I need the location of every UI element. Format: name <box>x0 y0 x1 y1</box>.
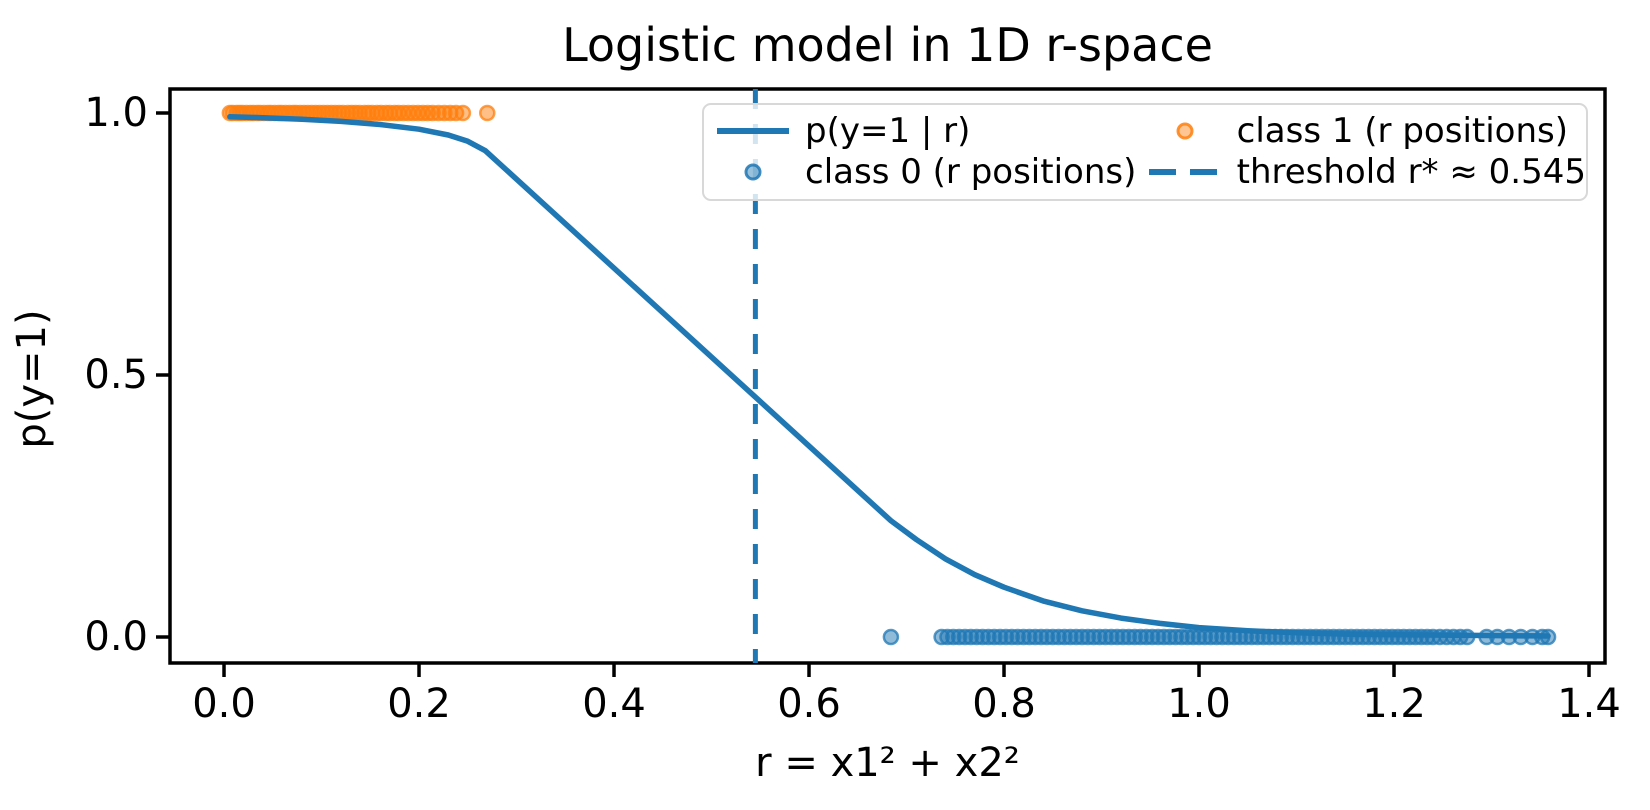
y-tick-label: 0.0 <box>84 614 148 660</box>
legend-column-1: p(y=1 | r) class 0 (r positions) <box>704 105 1147 199</box>
x-tick-label: 1.0 <box>1167 681 1231 727</box>
legend-entry-threshold: threshold r* ≈ 0.545 <box>1147 151 1586 192</box>
legend-label-class0: class 0 (r positions) <box>805 151 1137 192</box>
y-tick-label: 0.5 <box>84 352 148 398</box>
y-tick-label: 1.0 <box>84 89 148 136</box>
chart-title: Logistic model in 1D r-space <box>562 18 1213 72</box>
x-tick-label: 0.2 <box>387 681 451 727</box>
legend-class0-marker-icon <box>744 163 762 180</box>
legend-label-class1: class 1 (r positions) <box>1236 110 1568 151</box>
legend-entry-class1: class 1 (r positions) <box>1147 110 1586 151</box>
x-tick-label: 0.4 <box>582 681 646 727</box>
legend-class1-marker-icon <box>1176 122 1194 139</box>
legend-column-2: class 1 (r positions) threshold r* ≈ 0.5… <box>1147 105 1586 199</box>
class-1-point <box>454 104 472 122</box>
legend-solid-line-icon <box>717 127 789 134</box>
legend-label-threshold: threshold r* ≈ 0.545 <box>1236 151 1586 192</box>
legend-entry-curve: p(y=1 | r) <box>715 110 1147 151</box>
probability-curve <box>227 113 1551 639</box>
class-1-point <box>479 104 496 122</box>
x-tick-label: 0.0 <box>192 681 256 727</box>
legend: p(y=1 | r) class 0 (r positions) class 1… <box>702 103 1588 201</box>
class-0-point <box>882 628 900 646</box>
x-tick-label: 0.8 <box>972 681 1036 727</box>
legend-label-curve: p(y=1 | r) <box>805 110 971 151</box>
x-axis-label: r = x1² + x2² <box>755 740 1020 786</box>
legend-entry-class0: class 0 (r positions) <box>715 151 1147 192</box>
legend-dashed-line-icon <box>1148 168 1221 175</box>
x-tick-label: 0.6 <box>777 681 841 727</box>
y-axis-label: p(y=1) <box>9 309 55 449</box>
x-tick-label: 1.4 <box>1557 681 1621 727</box>
x-tick-label: 1.2 <box>1362 681 1426 727</box>
